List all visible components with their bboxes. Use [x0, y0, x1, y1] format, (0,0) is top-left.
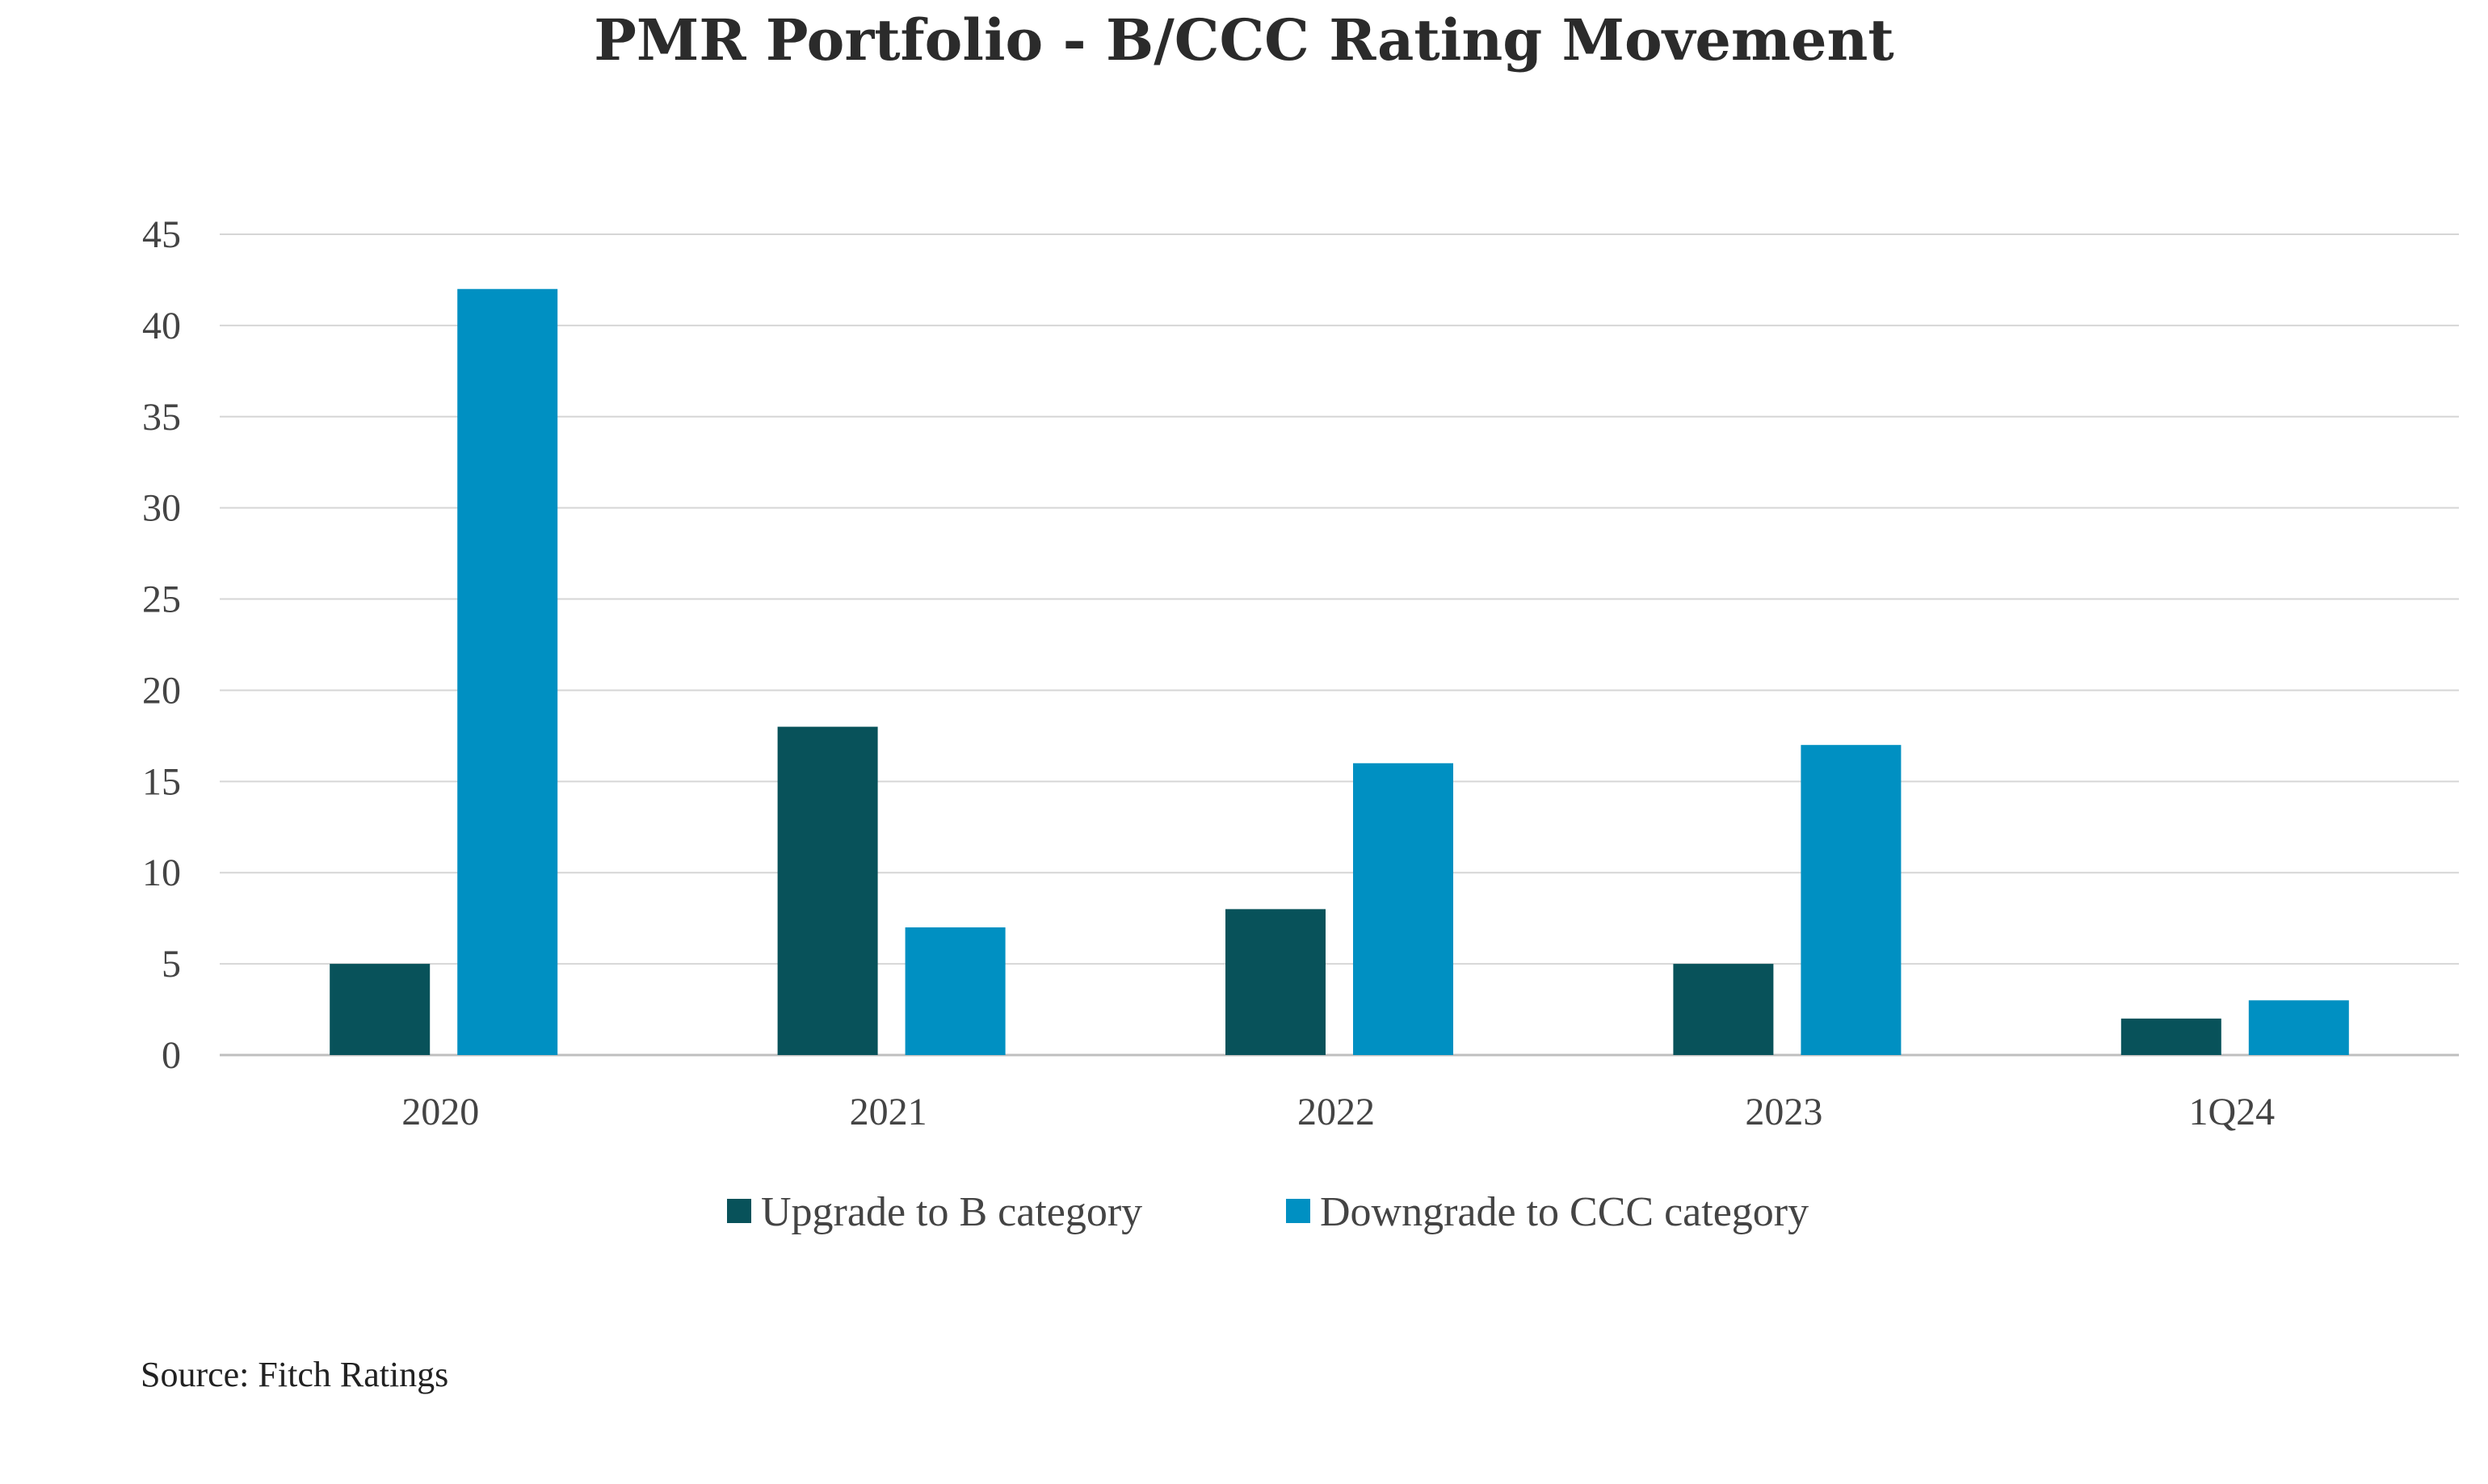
- legend-swatch: [727, 1199, 751, 1223]
- y-tick-label: 20: [142, 669, 181, 712]
- legend-swatch: [1286, 1199, 1310, 1223]
- source-note: Source: Fitch Ratings: [141, 1355, 449, 1394]
- y-tick-label: 35: [142, 396, 181, 439]
- bar-upgrade-2021: [777, 726, 878, 1055]
- y-tick-label: 5: [162, 943, 181, 986]
- bars: [330, 288, 2349, 1055]
- bar-upgrade-2022: [1225, 909, 1326, 1055]
- x-tick-label: 2020: [401, 1091, 479, 1133]
- bar-downgrade-1q24: [2248, 1000, 2349, 1055]
- y-axis-ticks: 0 5 10 15 20 25 30 35 40 45: [142, 213, 181, 1077]
- y-tick-label: 10: [142, 851, 181, 894]
- x-tick-label: 2023: [1745, 1091, 1822, 1133]
- bar-downgrade-2023: [1801, 745, 1902, 1055]
- y-tick-label: 15: [142, 760, 181, 803]
- y-tick-label: 45: [142, 213, 181, 256]
- legend: Upgrade to B category Downgrade to CCC ca…: [727, 1189, 1809, 1235]
- x-tick-label: 2022: [1297, 1091, 1375, 1133]
- y-tick-label: 40: [142, 305, 181, 347]
- gridlines: [220, 233, 2459, 1057]
- legend-label: Downgrade to CCC category: [1320, 1189, 1809, 1235]
- bar-downgrade-2022: [1353, 763, 1453, 1055]
- y-tick-label: 25: [142, 578, 181, 621]
- bar-downgrade-2021: [905, 927, 1006, 1055]
- chart-title: PMR Portfolio - B/CCC Rating Movement: [594, 6, 1894, 74]
- x-tick-label: 1Q24: [2188, 1091, 2275, 1133]
- bar-downgrade-2020: [457, 288, 558, 1055]
- bar-upgrade-2023: [1673, 964, 1774, 1055]
- x-axis-ticks: 2020 2021 2022 2023 1Q24: [401, 1091, 2275, 1133]
- bar-upgrade-1q24: [2120, 1018, 2221, 1055]
- x-tick-label: 2021: [850, 1091, 927, 1133]
- legend-label: Upgrade to B category: [761, 1189, 1142, 1235]
- y-tick-label: 30: [142, 487, 181, 530]
- y-tick-label: 0: [162, 1034, 181, 1077]
- bar-upgrade-2020: [330, 964, 431, 1055]
